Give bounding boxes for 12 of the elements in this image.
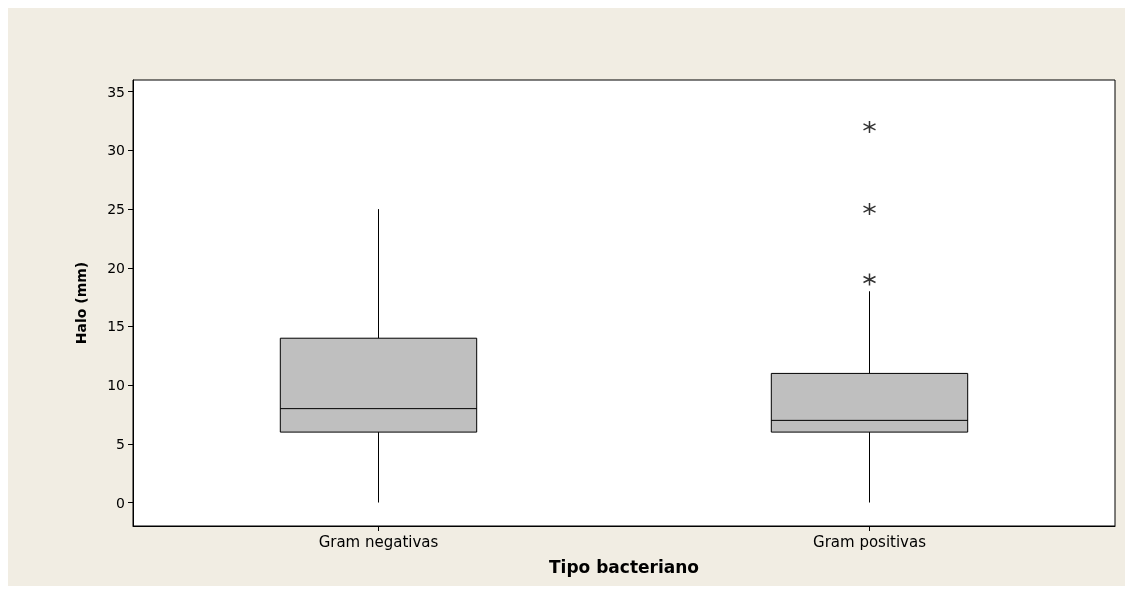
y-tick-label: 35 (107, 83, 125, 100)
y-tick-label: 0 (116, 494, 125, 511)
x-axis-title: Tipo bacteriano (548, 556, 700, 577)
y-axis-title: Halo (mm) (73, 261, 89, 345)
x-tick-label: Gram positivas (813, 532, 927, 551)
y-tick-label: 5 (116, 435, 125, 452)
y-tick-label: 25 (107, 201, 125, 218)
y-tick-label: 15 (107, 318, 125, 335)
y-tick-label: 30 (107, 142, 125, 159)
y-tick-label: 10 (107, 377, 125, 394)
x-tick-label: Gram negativas (318, 532, 439, 551)
y-tick-label: 20 (107, 259, 125, 276)
